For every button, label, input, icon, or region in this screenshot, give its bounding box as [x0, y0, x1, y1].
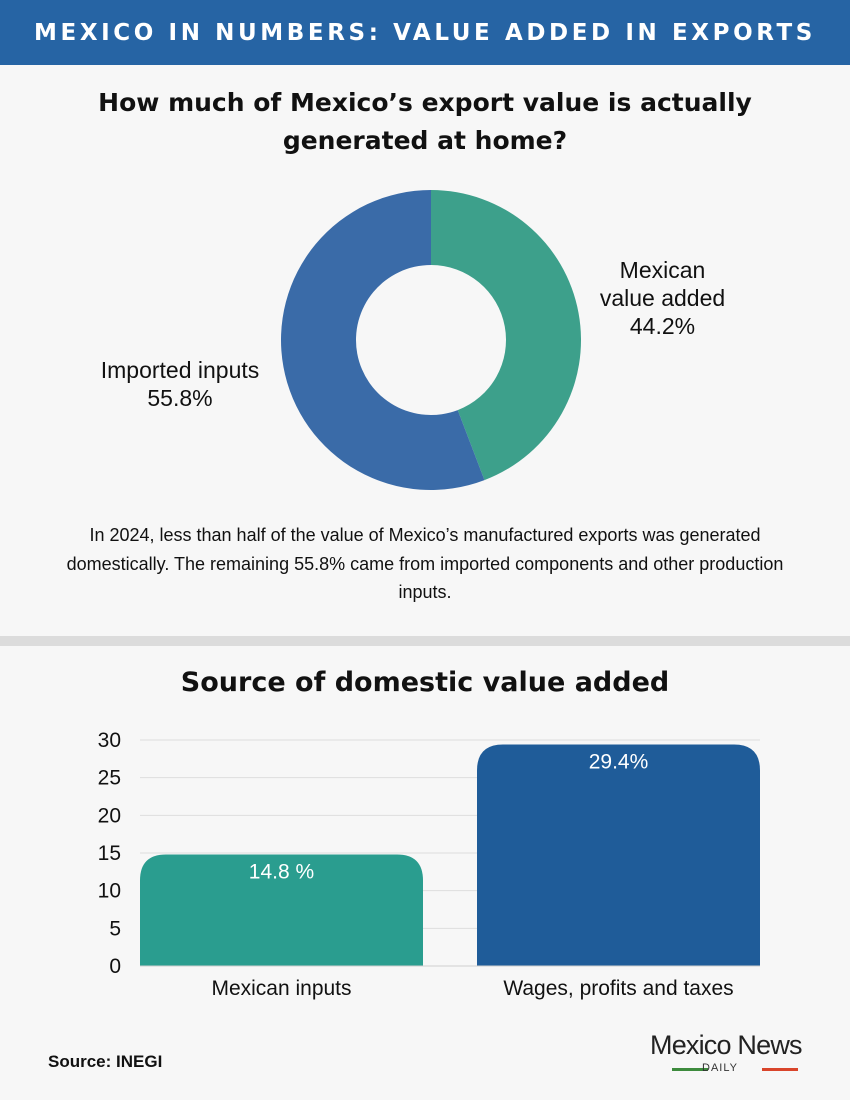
label-mexican-value: 44.2% — [629, 313, 696, 339]
header-title: MEXICO IN NUMBERS: VALUE ADDED IN EXPORT… — [34, 19, 816, 46]
label-mexican-line1: Mexican — [619, 257, 706, 283]
bar-wages-profits-and-taxes — [477, 744, 760, 966]
y-tick-label: 5 — [109, 917, 121, 940]
label-imported-value: 55.8% — [147, 385, 213, 411]
section-divider — [0, 636, 850, 646]
bar-chart-title: Source of domestic value added — [180, 667, 670, 698]
bar-value-label: 14.8 % — [249, 861, 314, 884]
bar-value-label: 29.4% — [589, 751, 649, 774]
label-mexican-line2: value added — [599, 285, 726, 311]
bar-chart: 0 5 10 15 20 25 30 14.8 % Mexican inputs 29.4% Wag… — [98, 729, 760, 1000]
label-imported-line1: Imported inputs — [100, 357, 260, 383]
y-tick-label: 30 — [98, 729, 121, 752]
logo-green-line — [672, 1068, 708, 1071]
y-tick-label: 0 — [109, 955, 121, 978]
y-tick-label: 10 — [98, 880, 121, 903]
logo-red-line — [762, 1068, 798, 1071]
bar-mexican-inputs — [140, 854, 423, 966]
y-tick-label: 25 — [98, 767, 121, 790]
y-tick-label: 20 — [98, 804, 121, 827]
donut-slice-mexican-value-added — [431, 190, 581, 481]
donut-description: In 2024, less than half of the value of … — [66, 525, 784, 602]
logo-sub-text: DAILY — [702, 1062, 738, 1074]
x-category-label: Wages, profits and taxes — [503, 977, 733, 1000]
y-tick-label: 15 — [98, 842, 121, 865]
logo-main-text: Mexico News — [650, 1030, 803, 1060]
label-mexican-value-added: Mexican value added 44.2% — [580, 256, 745, 340]
source-note: Source: INEGI — [48, 1052, 162, 1072]
donut-chart — [281, 190, 581, 491]
label-imported-inputs: Imported inputs 55.8% — [80, 356, 280, 412]
x-category-label: Mexican inputs — [211, 977, 351, 1000]
source-text: Source: INEGI — [48, 1052, 163, 1071]
donut-chart-title: How much of Mexico’s export value is act… — [98, 88, 752, 155]
mexico-news-daily-logo: Mexico News DAILY — [640, 1030, 840, 1085]
header-banner: MEXICO IN NUMBERS: VALUE ADDED IN EXPORT… — [0, 0, 850, 65]
donut-slice-imported-inputs — [281, 190, 485, 491]
